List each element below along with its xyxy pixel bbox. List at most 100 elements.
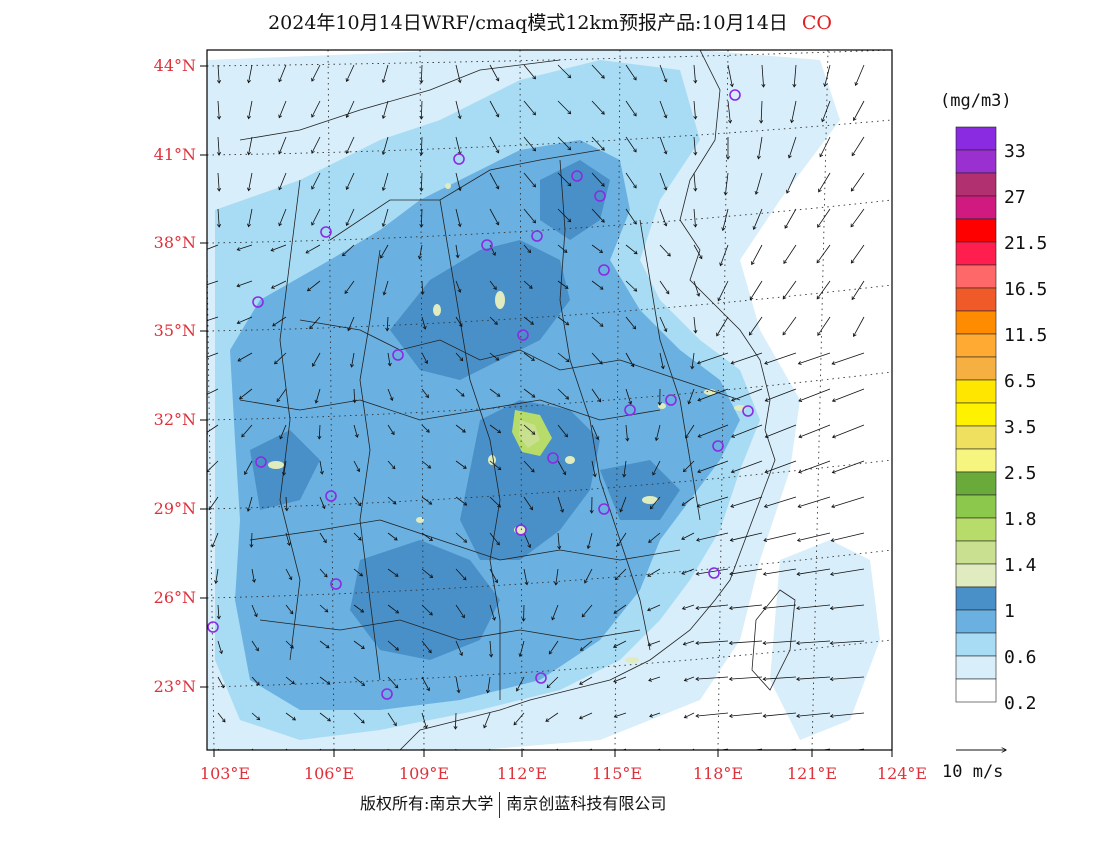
wind-vector-head — [614, 576, 619, 581]
wind-vector-head — [274, 360, 278, 365]
wind-vector — [591, 64, 605, 79]
wind-vector-head — [698, 255, 703, 260]
wind-vector-head — [764, 752, 767, 755]
wind-vector — [557, 172, 571, 187]
wind-vector-head — [246, 507, 251, 512]
wind-vector — [455, 316, 463, 327]
wind-vector — [729, 712, 763, 717]
wind-vector — [557, 460, 566, 475]
wind-vector-head — [428, 501, 433, 505]
wind-vector-head — [463, 501, 468, 506]
legend-label-1-4: 1.4 — [1004, 555, 1037, 576]
wind-vector — [798, 496, 831, 508]
wind-vector-head — [284, 507, 289, 512]
wind-vector — [247, 496, 253, 512]
wind-vector-head — [255, 647, 259, 652]
wind-vector — [719, 244, 729, 266]
wind-vector — [551, 604, 559, 620]
wind-vector — [312, 352, 321, 367]
wind-vector-head — [730, 397, 735, 402]
wind-vector — [420, 172, 423, 192]
wind-vector — [731, 460, 763, 473]
lat-label-35: 35°N — [153, 321, 196, 340]
wind-vector — [489, 64, 499, 81]
wind-vector-head — [278, 186, 283, 191]
wind-vector-head — [786, 189, 790, 194]
wind-vector-head — [394, 573, 399, 577]
wind-vector — [683, 640, 695, 645]
city-marker — [708, 567, 720, 579]
wind-vector-head — [796, 641, 800, 646]
wind-vector-head — [528, 285, 533, 289]
wind-vector — [727, 100, 731, 123]
colorbar-swatch — [955, 310, 997, 335]
wind-vector — [830, 676, 865, 680]
wind-vector-head — [392, 500, 397, 505]
legend-label-33: 33 — [1004, 141, 1026, 162]
wind-vector — [729, 676, 763, 680]
wind-vector-head — [633, 220, 637, 225]
wind-vector-head — [761, 83, 766, 88]
colorbar-swatch — [955, 586, 997, 611]
wind-vector-head — [695, 713, 700, 718]
reference-vector-label: 10 m/s — [942, 762, 1004, 782]
wind-vector — [764, 496, 797, 508]
wind-vector-head — [625, 437, 630, 442]
wind-vector — [760, 100, 763, 123]
wind-vector — [816, 280, 831, 300]
wind-vector — [271, 280, 287, 289]
wind-vector — [584, 568, 593, 584]
wind-vector-head — [270, 247, 275, 252]
wind-vector-head — [601, 110, 605, 115]
wind-vector-head — [292, 716, 296, 721]
wind-vector — [716, 316, 729, 337]
wind-vector-head — [633, 76, 637, 81]
wind-vector — [523, 244, 531, 253]
wind-vector-head — [324, 608, 329, 613]
wind-vector — [682, 604, 695, 610]
wind-vector — [236, 280, 253, 287]
wind-vector — [421, 496, 432, 505]
wind-vector — [285, 604, 294, 615]
lon-label-103: 103°E — [199, 764, 251, 783]
wind-vector — [625, 424, 628, 441]
wind-vector-head — [783, 260, 787, 264]
wind-vector-head — [203, 356, 206, 359]
wind-vector — [387, 388, 393, 401]
wind-vector-head — [693, 115, 698, 120]
wind-vector-head — [729, 537, 734, 542]
wind-vector-head — [667, 252, 671, 257]
colorbar-swatch — [955, 264, 997, 289]
wind-vector-head — [278, 78, 283, 83]
city-marker — [517, 329, 529, 341]
wind-vector-head — [494, 321, 498, 325]
wind-vector-head — [395, 609, 400, 614]
wind-vector-head — [258, 753, 261, 756]
wind-vector — [727, 64, 733, 87]
colorbar-swatch — [955, 448, 997, 473]
wind-vector — [207, 460, 219, 473]
wind-vector — [420, 100, 423, 120]
wind-vector — [652, 460, 661, 476]
wind-vector — [387, 712, 397, 726]
wind-vector-head — [256, 681, 260, 686]
wind-vector — [319, 604, 329, 613]
wind-vector-head — [524, 581, 529, 586]
wind-vector — [217, 136, 220, 155]
wind-vector-head — [492, 251, 496, 256]
colorbar — [955, 126, 997, 703]
wind-vector-head — [323, 573, 328, 578]
wind-vector-head — [633, 148, 637, 153]
wind-vectors — [203, 64, 865, 756]
wind-vector-head — [270, 285, 275, 289]
wind-vector-head — [693, 329, 698, 334]
wind-vector — [251, 640, 259, 651]
wind-vector — [591, 280, 604, 290]
wind-vector-head — [584, 579, 588, 584]
wind-vector — [419, 244, 423, 259]
wind-vector-head — [546, 684, 551, 689]
wind-vector-head — [237, 357, 242, 362]
wind-vector-head — [632, 325, 637, 330]
wind-vector — [489, 388, 501, 397]
wind-vector — [421, 712, 427, 729]
